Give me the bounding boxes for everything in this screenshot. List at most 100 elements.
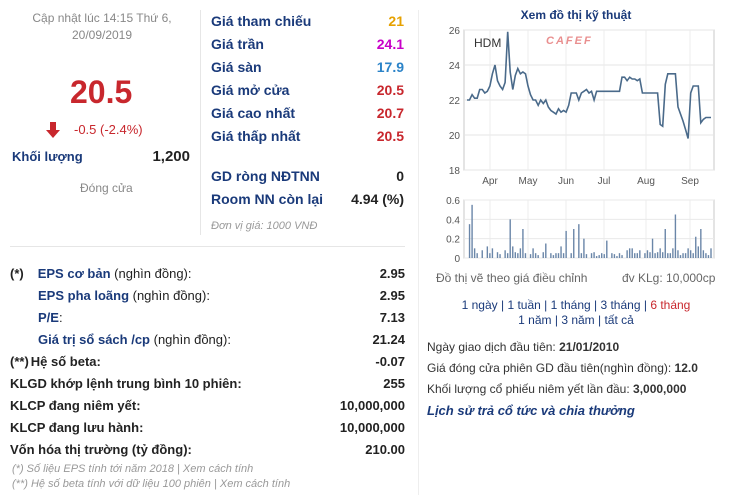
first-trade-value: 21/01/2010 [559, 340, 620, 354]
period-option[interactable]: tất cả [604, 313, 634, 327]
market-status: Đóng cửa [80, 181, 133, 195]
period-option[interactable]: 3 tháng [600, 298, 641, 312]
volume-label: Khối lượng [12, 149, 83, 164]
financial-unit: : [237, 376, 242, 391]
financial-unit: (nghìn đồng): [150, 332, 231, 347]
financial-unit: (nghìn đồng): [110, 266, 192, 281]
financial-value: 21.24 [372, 332, 405, 347]
financial-value: 7.13 [379, 310, 405, 325]
financial-row: KLCP đang niêm yết: 10,000,000 [10, 395, 405, 417]
period-option[interactable]: 1 năm [518, 313, 552, 327]
technical-chart[interactable]: 26 24 22 20 18 Apr May Jun Jul Aug Sep 0.6 0.4 0.2 0 HD… [420, 22, 730, 267]
period-row: 1 năm | 3 năm | tất cả [518, 313, 634, 327]
period-option[interactable]: 6 tháng [650, 298, 691, 312]
financial-label: Vốn hóa thị trường (tỷ đồng): [10, 442, 192, 457]
price-tick-label: 18 [449, 166, 461, 177]
financial-name: KLGD khớp lệnh trung bình 10 phiên [10, 376, 238, 391]
price-line [467, 31, 711, 139]
month-label: Apr [482, 176, 498, 187]
eps-note-link[interactable]: (*) Số liệu EPS tính tới năm 2018 | Xem … [12, 463, 254, 475]
financial-value: -0.07 [375, 354, 405, 369]
stat-row: Giá sàn 17.9 [211, 56, 404, 79]
unit-note: Đơn vị giá: 1000 VNĐ [211, 220, 318, 232]
stat-row: Giá mở cửa 20.5 [211, 79, 404, 102]
financial-row: Giá trị sổ sách /cp (nghìn đồng): 21.24 [10, 329, 405, 351]
adjust-note: Đồ thị vẽ theo giá điều chỉnh [436, 271, 588, 285]
volume-value: 1,200 [152, 148, 190, 165]
financial-label: Giá trị sổ sách /cp (nghìn đồng): [38, 332, 231, 347]
financial-label: P/E: [38, 310, 63, 325]
financial-row: (**) Hệ số beta: -0.07 [10, 351, 405, 373]
price-tick-label: 26 [449, 26, 461, 37]
month-label: May [519, 176, 538, 187]
financial-name: EPS pha loãng [38, 288, 130, 303]
financial-name: Vốn hóa thị trường [10, 442, 129, 457]
volume-tick-label: 0.4 [446, 215, 460, 226]
financial-name: EPS cơ bản [37, 266, 111, 281]
stat-label: Giá thấp nhất [211, 128, 301, 144]
volume-unit-note: đv KLg: 10,000cp [622, 271, 716, 285]
chart-title-link[interactable]: Xem đồ thị kỹ thuật [520, 8, 632, 22]
financial-value: 10,000,000 [339, 420, 405, 435]
first-close-value: 12.0 [674, 361, 698, 375]
stat-value: 20.5 [376, 82, 404, 98]
financial-value: 255 [383, 376, 405, 391]
financial-name: Giá trị sổ sách /cp [38, 332, 150, 347]
room-value: 4.94 (%) [351, 191, 404, 207]
volume-tick-label: 0.6 [446, 196, 460, 207]
room-row: Room NN còn lại 4.94 (%) [211, 188, 404, 211]
price-stats: Giá tham chiếu 21 Giá trần 24.1 Giá sàn 17.9 G… [211, 10, 404, 148]
room-value: 0 [396, 168, 404, 184]
room-label: GD ròng NĐTNN [211, 168, 320, 184]
volume-panel [463, 199, 715, 259]
right-divider [418, 10, 419, 495]
stat-label: Giá sàn [211, 59, 262, 75]
period-option[interactable]: 3 năm [561, 313, 595, 327]
financial-row: EPS pha loãng (nghìn đồng): 2.95 [10, 285, 405, 307]
first-volume-row: Khối lượng cổ phiếu niêm yết lần đầu: 3,… [427, 382, 687, 396]
financial-name: Hệ số beta [30, 354, 97, 369]
foreign-room-stats: GD ròng NĐTNN 0 Room NN còn lại 4.94 (%) [211, 165, 404, 211]
period-option[interactable]: 1 tháng [550, 298, 591, 312]
dividend-history-link[interactable]: Lịch sử trả cổ tức và chia thưởng [427, 403, 635, 418]
financial-name: P/E [38, 310, 59, 325]
financial-label: KLCP đang niêm yết: [10, 398, 141, 413]
financial-row: (*) EPS cơ bản (nghìn đồng): 2.95 [10, 263, 405, 285]
current-price: 20.5 [70, 74, 133, 110]
month-label: Aug [637, 176, 655, 187]
room-row: GD ròng NĐTNN 0 [211, 165, 404, 188]
month-label: Jun [558, 176, 574, 187]
volume-tick-label: 0.2 [446, 235, 460, 246]
financial-label: EPS pha loãng (nghìn đồng): [38, 288, 210, 303]
stat-label: Giá mở cửa [211, 82, 290, 98]
stat-row: Giá tham chiếu 21 [211, 10, 404, 33]
price-change: -0.5 (-2.4%) [74, 122, 143, 137]
financial-value: 2.95 [379, 266, 405, 281]
section-divider [10, 246, 405, 247]
first-close-row: Giá đóng cửa phiên GD đầu tiên(nghìn đồn… [427, 361, 698, 375]
stat-row: Giá thấp nhất 20.5 [211, 125, 404, 148]
period-option[interactable]: 1 tuần [507, 298, 541, 312]
financial-unit: (nghìn đồng): [129, 288, 210, 303]
price-tick-label: 22 [449, 96, 461, 107]
period-option[interactable]: 1 ngày [461, 298, 498, 312]
stat-row: Giá trần 24.1 [211, 33, 404, 56]
financial-value: 10,000,000 [339, 398, 405, 413]
financial-table: (*) EPS cơ bản (nghìn đồng): 2.95 EPS pha l… [10, 263, 405, 461]
beta-note-link[interactable]: (**) Hệ số beta tính với dữ liệu 100 phi… [12, 478, 291, 490]
first-trade-row: Ngày giao dịch đầu tiên: 21/01/2010 [427, 340, 620, 354]
financial-label: (**) Hệ số beta: [10, 354, 101, 369]
listing-info: Ngày giao dịch đầu tiên: 21/01/2010 Giá … [427, 340, 698, 403]
stat-value: 17.9 [376, 59, 404, 75]
financial-value: 2.95 [379, 288, 405, 303]
financial-prefix: (*) [10, 266, 24, 281]
first-volume-value: 3,000,000 [633, 382, 687, 396]
stat-value: 24.1 [376, 36, 404, 52]
stat-label: Giá tham chiếu [211, 13, 312, 29]
footnotes: (*) Số liệu EPS tính tới năm 2018 | Xem … [12, 462, 290, 492]
stat-value: 21 [388, 13, 404, 29]
financial-name: KLCP đang niêm yết [10, 398, 137, 413]
financial-unit: : [136, 398, 141, 413]
financial-row: KLCP đang lưu hành: 10,000,000 [10, 417, 405, 439]
financial-prefix: (**) [10, 354, 29, 369]
